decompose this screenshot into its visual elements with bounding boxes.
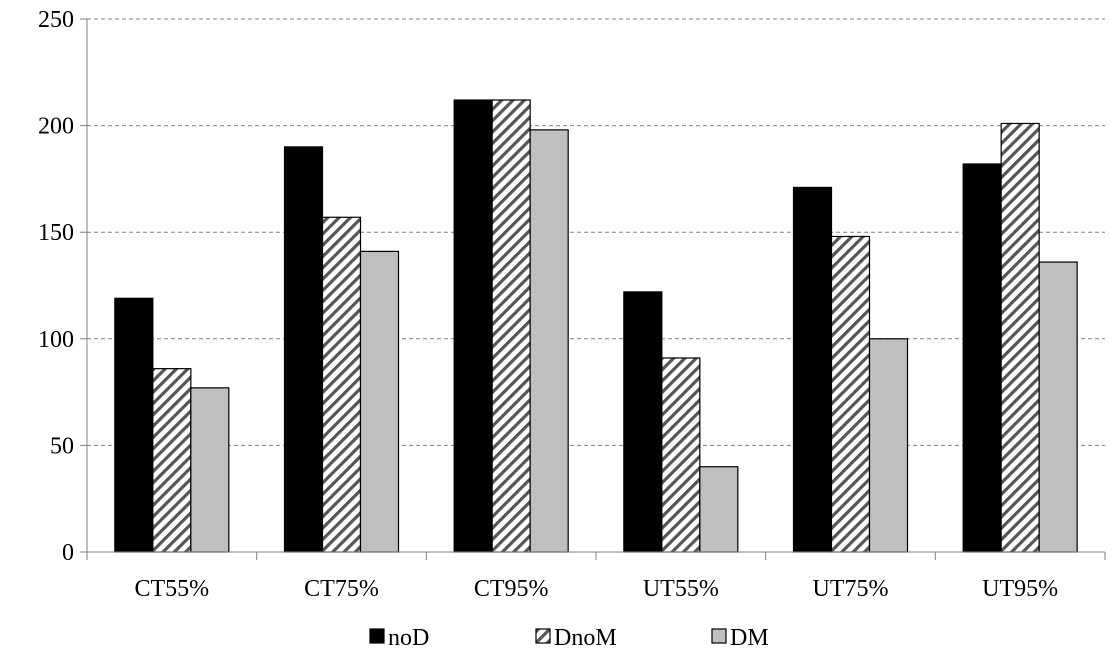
y-tick-label: 200 <box>38 114 74 140</box>
y-tick-label: 250 <box>38 7 74 33</box>
bar-noD-UT75% <box>792 186 833 553</box>
bar-noD-UT95% <box>962 163 1002 553</box>
bar-DM-CT55% <box>190 387 230 553</box>
y-axis: 0 50 100 150 200 250 <box>38 7 88 566</box>
bar-DM-CT95% <box>529 129 569 553</box>
bar-noD-CT75% <box>283 146 324 553</box>
gridlines <box>87 18 1105 446</box>
y-tick-label: 100 <box>38 327 74 353</box>
legend-label-DnoM: DnoM <box>554 625 617 651</box>
x-tick-label: CT95% <box>474 576 549 602</box>
legend: noD DnoM DM <box>369 625 769 651</box>
bar-DnoM-UT75% <box>830 235 871 553</box>
bar-DnoM-UT95% <box>1000 122 1040 553</box>
x-tick-label: UT75% <box>813 576 889 602</box>
x-axis: CT55% CT75% CT95% UT55% UT75% UT95% <box>86 551 1106 602</box>
x-tick-label: CT75% <box>304 576 379 602</box>
x-tick-label: UT95% <box>982 576 1058 602</box>
bar-DnoM-UT55% <box>661 357 701 553</box>
legend-swatch-DM <box>711 628 727 644</box>
y-tick-label: 0 <box>62 540 74 566</box>
x-tick-label: UT55% <box>643 576 719 602</box>
y-tick-label: 50 <box>50 433 74 459</box>
bar-DM-CT75% <box>359 250 400 553</box>
legend-swatch-DnoM <box>535 628 551 644</box>
bar-DM-UT55% <box>699 466 739 553</box>
y-tick-label: 150 <box>38 220 74 246</box>
bar-DnoM-CT95% <box>491 99 531 553</box>
bar-DM-UT75% <box>868 338 909 553</box>
bar-DM-UT95% <box>1038 261 1078 553</box>
legend-swatch-noD <box>369 628 385 644</box>
bar-DnoM-CT55% <box>152 368 192 553</box>
bar-noD-CT95% <box>453 99 493 553</box>
bar-noD-UT55% <box>623 291 663 553</box>
legend-label-noD: noD <box>388 625 429 651</box>
x-tick-label: CT55% <box>134 576 209 602</box>
bar-noD-CT55% <box>114 297 154 553</box>
bars <box>114 99 1078 553</box>
bar-DnoM-CT75% <box>321 216 362 553</box>
legend-label-DM: DM <box>730 625 769 651</box>
